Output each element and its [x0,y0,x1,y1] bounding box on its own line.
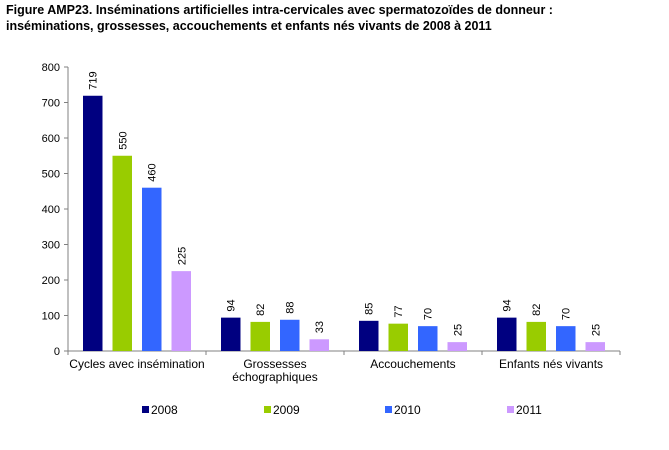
y-tick-label: 600 [42,133,60,145]
y-tick-label: 0 [54,346,60,358]
bar-2008 [221,317,241,351]
chart-title-line-2: inséminations, grossesses, accouchements… [6,19,492,33]
data-label: 33 [314,321,326,333]
data-label: 94 [226,299,238,311]
data-label: 77 [393,305,405,317]
y-tick-label: 300 [42,240,60,252]
bar-2011 [585,342,605,351]
category-label: Accouchements [370,357,455,371]
legend-label-2011: 2011 [516,403,542,417]
bar-2009 [250,321,270,351]
bar-2010 [142,187,162,351]
bar-2011 [447,342,467,351]
legend-swatch-2009 [264,406,271,413]
y-tick-label: 700 [42,98,60,110]
data-label: 82 [255,304,267,316]
data-label: 225 [176,247,188,265]
bar-2011 [171,271,191,351]
data-label: 70 [561,308,573,320]
data-label: 25 [590,324,602,336]
chart-title: Figure AMP23. Inséminations artificielle… [6,2,661,34]
category-label: Enfants nés vivants [499,357,603,371]
y-tick-label: 500 [42,169,60,181]
data-label: 94 [502,299,514,311]
y-tick-label: 400 [42,204,60,216]
legend-swatch-2008 [142,406,149,413]
legend-label-2010: 2010 [394,403,421,417]
category-label: échographiques [232,370,317,384]
y-tick-label: 100 [42,311,60,323]
legend-swatch-2010 [385,406,392,413]
y-tick-label: 800 [42,62,60,74]
bar-2009 [388,323,408,351]
bar-2009 [112,155,132,351]
bar-2008 [497,317,517,351]
y-tick-label: 200 [42,275,60,287]
bar-2010 [556,326,576,351]
data-label: 719 [88,71,100,89]
bar-2008 [359,320,379,351]
data-label: 88 [285,302,297,314]
bar-2010 [418,326,438,351]
bar-2009 [526,321,546,351]
data-label: 460 [147,163,159,181]
data-label: 85 [364,303,376,315]
chart-title-line-1: Figure AMP23. Inséminations artificielle… [6,3,553,17]
bar-2011 [309,339,329,351]
legend-label-2009: 2009 [273,403,300,417]
data-label: 70 [423,308,435,320]
legend-swatch-2011 [507,406,514,413]
category-label: Cycles avec insémination [69,357,204,371]
legend-label-2008: 2008 [151,403,178,417]
category-label: Grossesses [243,357,306,371]
data-label: 550 [117,131,129,149]
bar-2010 [280,319,300,351]
bar-2008 [83,95,103,351]
data-label: 82 [531,304,543,316]
data-label: 25 [452,324,464,336]
